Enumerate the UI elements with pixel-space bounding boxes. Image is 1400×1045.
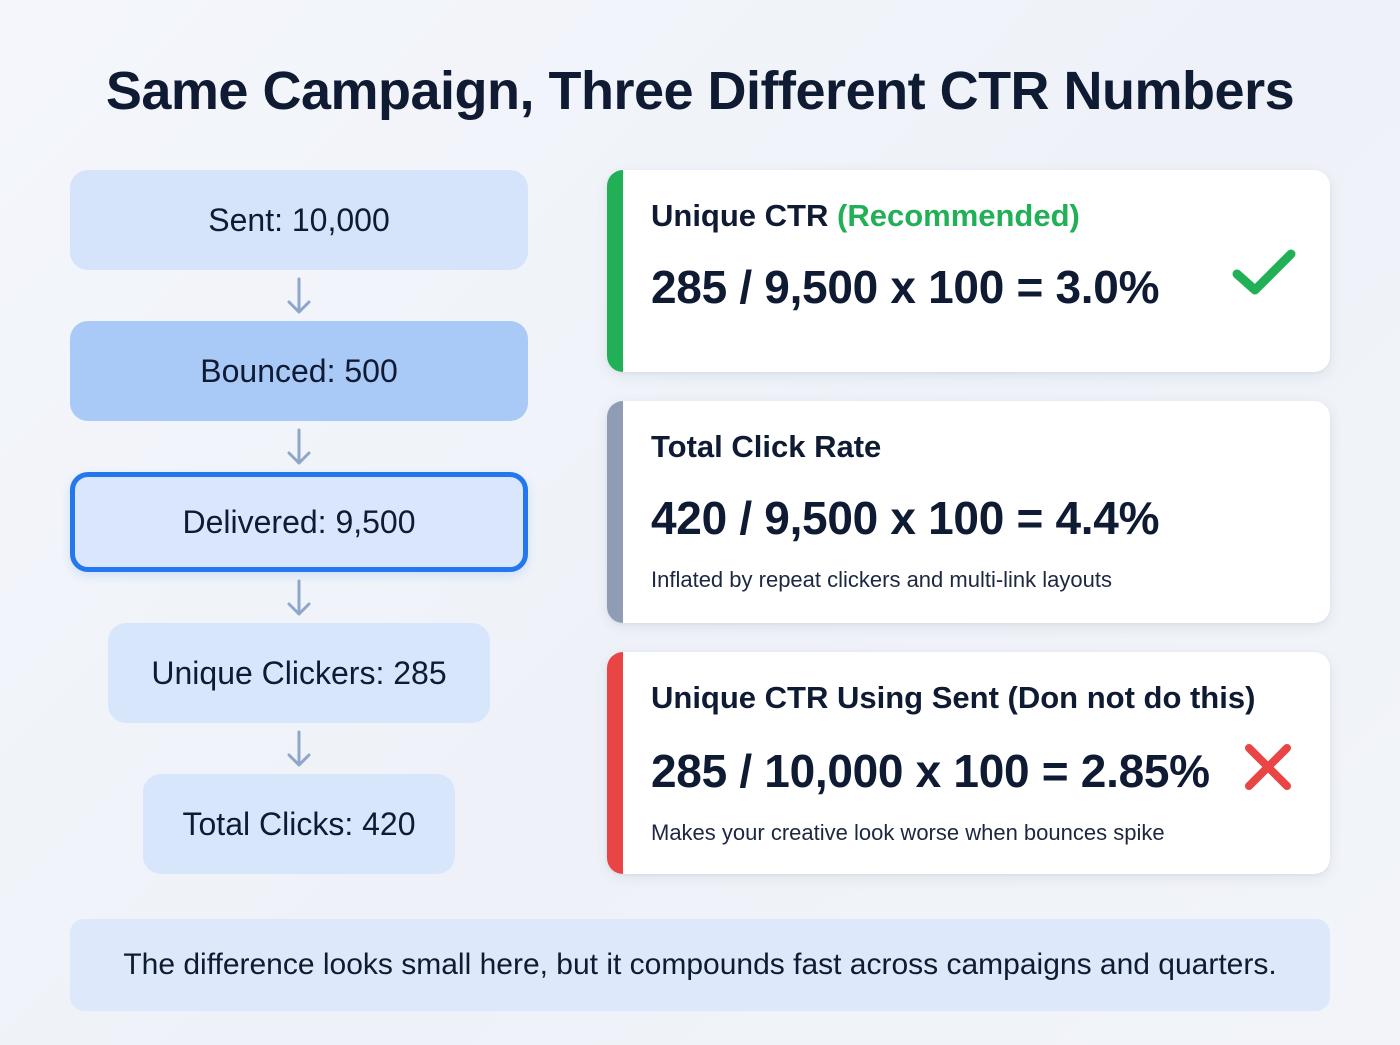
accent-bar-danger [607,652,623,874]
card-unique-ctr-using-sent: Unique CTR Using Sent (Don not do this) … [607,652,1330,874]
card-heading: Unique CTR Using Sent (Don not do this) [651,680,1256,715]
card-formula: 420 / 9,500 x 100 = 4.4% [651,492,1160,544]
footer-callout: The difference looks small here, but it … [70,919,1330,1011]
flow-step-label: Unique Clickers: 285 [151,654,447,691]
arrow-down-icon [284,729,314,769]
card-unique-ctr: Unique CTR (Recommended) 285 / 9,500 x 1… [607,170,1330,372]
footer-text: The difference looks small here, but it … [123,948,1277,981]
card-heading-text: Unique CTR [651,198,829,233]
card-formula: 285 / 10,000 x 100 = 2.85% [651,745,1210,797]
accent-bar-neutral [607,401,623,623]
page-title: Same Campaign, Three Different CTR Numbe… [105,61,1295,121]
flow-step-unique-clickers: Unique Clickers: 285 [108,623,490,723]
flow-step-delivered: Delivered: 9,500 [70,472,528,572]
flow-step-bounced: Bounced: 500 [70,321,528,421]
flow-step-sent: Sent: 10,000 [70,170,528,270]
flow-step-label: Total Clicks: 420 [182,805,416,842]
card-heading: Unique CTR (Recommended) [651,198,1080,234]
flow-step-label: Sent: 10,000 [208,201,390,238]
card-formula: 285 / 9,500 x 100 = 3.0% [651,261,1160,313]
accent-bar-success [607,170,623,372]
card-note: Makes your creative look worse when boun… [651,820,1165,845]
cross-icon [1245,744,1291,790]
card-heading: Total Click Rate [651,429,882,464]
arrow-down-icon [284,276,314,316]
flow-step-total-clicks: Total Clicks: 420 [143,774,455,874]
flow-step-label: Delivered: 9,500 [182,503,416,540]
arrow-down-icon [284,578,314,618]
checkmark-icon [1232,249,1296,295]
flow-step-label: Bounced: 500 [200,352,398,389]
card-note: Inflated by repeat clickers and multi-li… [651,567,1112,592]
card-total-click-rate: Total Click Rate 420 / 9,500 x 100 = 4.4… [607,401,1330,623]
arrow-down-icon [284,427,314,467]
recommended-label: (Recommended) [837,198,1080,233]
